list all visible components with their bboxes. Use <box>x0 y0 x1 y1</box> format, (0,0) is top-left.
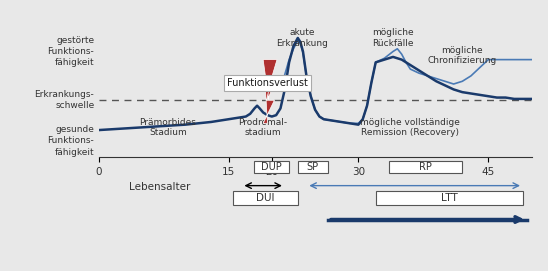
Polygon shape <box>263 80 275 123</box>
Text: gesunde
Funktions-
fähigkeit: gesunde Funktions- fähigkeit <box>48 125 94 157</box>
Text: mögliche
Rückfälle: mögliche Rückfälle <box>372 28 414 48</box>
Text: DUI: DUI <box>256 193 275 203</box>
Text: DUP: DUP <box>261 162 282 172</box>
Text: SP: SP <box>307 162 319 172</box>
Text: LTT: LTT <box>441 193 458 203</box>
Text: Prodromal-
stadium: Prodromal- stadium <box>238 118 288 137</box>
Text: RP: RP <box>419 162 432 172</box>
Text: Funktionsverlust: Funktionsverlust <box>227 78 308 88</box>
FancyBboxPatch shape <box>298 161 328 173</box>
FancyBboxPatch shape <box>389 161 463 173</box>
FancyBboxPatch shape <box>376 191 523 205</box>
Text: gestörte
Funktions-
fähigkeit: gestörte Funktions- fähigkeit <box>48 36 94 67</box>
Text: mögliche vollständige
Remission (Recovery): mögliche vollständige Remission (Recover… <box>361 118 460 137</box>
Text: akute
Erkrankung: akute Erkrankung <box>276 28 328 48</box>
Text: Prämorbides
Stadium: Prämorbides Stadium <box>140 118 196 137</box>
Text: mögliche
Chronifizierung: mögliche Chronifizierung <box>427 46 497 66</box>
Polygon shape <box>263 60 277 103</box>
FancyBboxPatch shape <box>254 161 289 173</box>
Text: Erkrankungs-
schwelle: Erkrankungs- schwelle <box>35 90 94 110</box>
X-axis label: Lebensalter: Lebensalter <box>129 182 190 192</box>
FancyBboxPatch shape <box>233 191 298 205</box>
